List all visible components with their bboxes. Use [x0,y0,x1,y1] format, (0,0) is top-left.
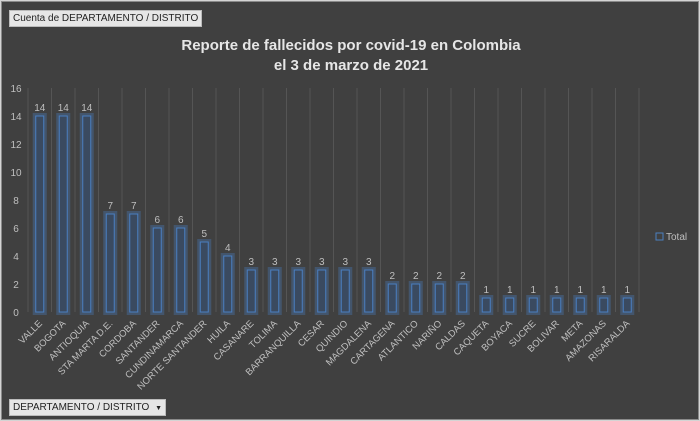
bar-glow [479,295,494,315]
y-tick-label: 14 [10,112,22,123]
data-label: 6 [178,215,184,226]
bar [552,297,562,313]
data-label: 1 [624,285,630,296]
bar [35,115,45,313]
data-label: 6 [154,215,160,226]
chart-title-line-1: Reporte de fallecidos por covid-19 en Co… [181,37,521,54]
bar [176,227,186,313]
data-label: 7 [131,201,137,212]
bar [223,255,233,313]
bar [387,283,397,313]
data-label: 1 [530,285,536,296]
bar-glow [32,113,47,315]
bar-glow [526,295,541,315]
bar [458,283,468,313]
legend-label: Total [666,232,687,243]
data-label: 2 [413,271,419,282]
bar [481,297,491,313]
data-label: 2 [389,271,395,282]
data-label: 14 [34,103,46,114]
bar-glow [314,267,329,315]
y-tick-label: 10 [10,168,22,179]
bar-glow [126,211,141,315]
data-label: 1 [577,285,583,296]
data-label: 3 [366,257,372,268]
bar-glow [549,295,564,315]
data-label: 14 [81,103,93,114]
legend-swatch [655,232,664,241]
legend: Total [655,232,687,243]
triangle-down-icon[interactable]: ▼ [155,405,163,412]
bar-glow [361,267,376,315]
bar [599,297,609,313]
data-label: 14 [58,103,70,114]
bar-glow [291,267,306,315]
y-tick-label: 0 [13,308,19,319]
bar-glow [220,253,235,315]
bar [246,269,256,313]
bar-glow [455,281,470,315]
bar [82,115,92,313]
bar-glow [502,295,517,315]
data-label: 5 [201,229,207,240]
data-label: 1 [554,285,560,296]
data-label: 7 [107,201,113,212]
y-tick-label: 12 [10,140,22,151]
data-label: 3 [248,257,254,268]
data-label: 3 [342,257,348,268]
bar [364,269,374,313]
data-label: 4 [225,243,231,254]
bar-glow [596,295,611,315]
data-label: 1 [601,285,607,296]
data-label: 2 [436,271,442,282]
bar-glow [432,281,447,315]
bar-glow [103,211,118,315]
data-label: 1 [507,285,513,296]
bar [622,297,632,313]
bar [528,297,538,313]
data-label: 3 [319,257,325,268]
y-tick-label: 6 [13,224,19,235]
bar [434,283,444,313]
bar [199,241,209,313]
data-label: 2 [460,271,466,282]
bar [270,269,280,313]
bar-glow [79,113,94,315]
y-tick-label: 2 [13,280,19,291]
bar-glow [244,267,259,315]
bar [129,213,139,313]
bar [505,297,515,313]
bar [58,115,68,313]
y-tick-label: 4 [13,252,19,263]
bar-glow [573,295,588,315]
bar-glow [56,113,71,315]
data-label: 3 [272,257,278,268]
chart-title-line-2: el 3 de marzo de 2021 [274,57,428,74]
value-field-button[interactable]: Cuenta de DEPARTAMENTO / DISTRITO [9,10,203,27]
bar [411,283,421,313]
bar-glow [173,225,188,315]
y-tick-label: 16 [10,84,22,95]
data-label: 1 [483,285,489,296]
bar [340,269,350,313]
bar-glow [620,295,635,315]
bar-glow [338,267,353,315]
data-label: 3 [295,257,301,268]
bar-glow [150,225,165,315]
bar-glow [197,239,212,315]
axis-field-label: DEPARTAMENTO / DISTRITO [13,402,150,413]
bar [575,297,585,313]
axis-field-button[interactable]: DEPARTAMENTO / DISTRITO ▼ [9,399,167,416]
bar [293,269,303,313]
y-tick-label: 8 [13,196,19,207]
bar-glow [408,281,423,315]
bar [317,269,327,313]
bar-glow [385,281,400,315]
bar [105,213,115,313]
bar-glow [267,267,282,315]
bar [152,227,162,313]
